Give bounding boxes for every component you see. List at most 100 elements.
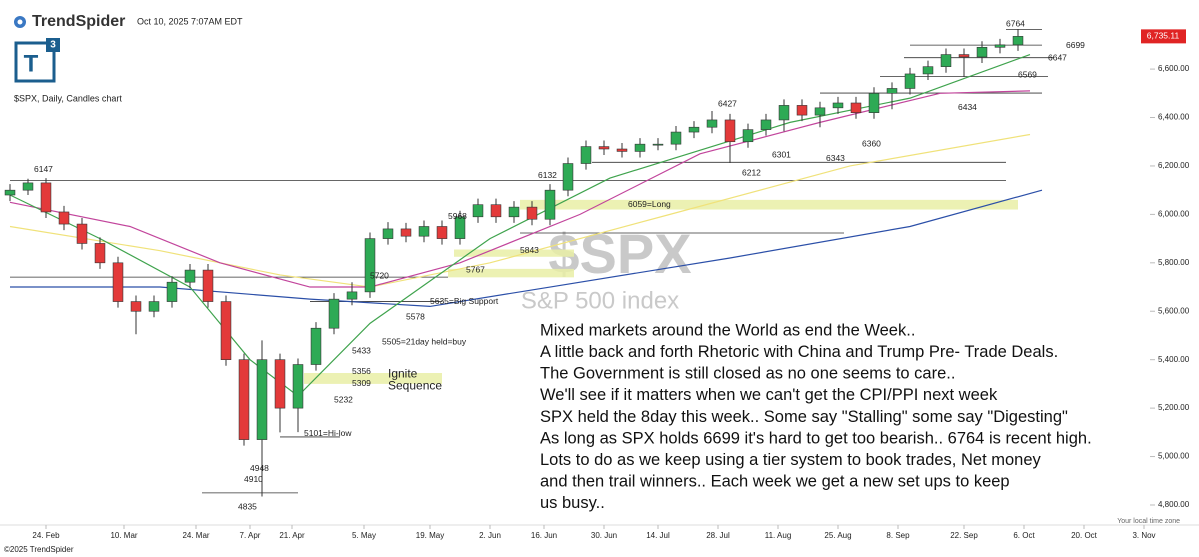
candle-body [310, 327, 322, 365]
brand: TrendSpider [32, 13, 125, 30]
highlight-band [520, 199, 1018, 210]
candle-body [742, 129, 754, 143]
x-tick-label: 7. Apr [240, 531, 261, 540]
candle-body [544, 189, 556, 220]
commentary-line: We'll see if it matters when we can't ge… [540, 386, 998, 404]
plot: 4,800.00 5,000.00 5,200.00 5,400.00 5,600.00… [4, 19, 1190, 540]
chart-title: $SPX, Daily, Candles chart [14, 93, 122, 103]
annotation: 6360 [862, 138, 881, 148]
logo-box [14, 41, 56, 83]
candle-body [256, 359, 268, 440]
annotation: 4948 [250, 463, 269, 473]
highlight-band [304, 373, 442, 384]
annotation: 6569 [1018, 69, 1037, 79]
annotation: 4910 [244, 474, 263, 484]
candle-body [202, 269, 214, 302]
annotation: 6699 [1066, 40, 1085, 50]
commentary-line: A little back and forth Rhetoric with Ch… [540, 343, 1058, 361]
x-tick-label: 10. Mar [110, 531, 137, 540]
y-tick-label: 5,200.00 [1158, 403, 1190, 412]
y-tick-label: 5,400.00 [1158, 355, 1190, 364]
candle-body [850, 102, 862, 113]
candle-body [940, 54, 952, 67]
candle-body [22, 182, 34, 191]
annotation: 5968 [448, 211, 467, 221]
y-tick-label: 6,000.00 [1158, 209, 1190, 218]
x-tick-label: 24. Mar [182, 531, 209, 540]
annotation: 5578 [406, 311, 425, 321]
candle-body [994, 44, 1006, 48]
candle-body [724, 119, 736, 143]
brand-icon [14, 16, 26, 28]
candle-body [562, 163, 574, 191]
x-tick-label: 20. Oct [1071, 531, 1098, 540]
logo-letter: T [24, 50, 39, 77]
x-tick-label: 11. Aug [765, 531, 792, 540]
x-tick-label: 25. Aug [824, 531, 851, 540]
annotation: 5232 [334, 395, 353, 405]
commentary-line: SPX held the 8day this week.. Some say "… [540, 408, 1068, 426]
candle-body [832, 102, 844, 109]
commentary-line: and then trail winners.. Each week we ge… [540, 473, 1010, 491]
moving-average [10, 189, 1043, 308]
annotation: 6343 [826, 153, 845, 163]
annotation: 5635=Big Support [430, 296, 499, 306]
annotation: 6212 [742, 167, 761, 177]
annotation: 6427 [718, 98, 737, 108]
candle-body [580, 146, 592, 164]
commentary-line: As long as SPX holds 6699 it's hard to g… [540, 429, 1092, 447]
annotation: 6301 [772, 149, 791, 159]
candle-body [508, 206, 520, 218]
x-tick-label: 8. Sep [886, 531, 910, 540]
candle-body [454, 216, 466, 239]
candle-body [958, 54, 970, 58]
x-tick-label: 22. Sep [950, 531, 978, 540]
candle-body [886, 88, 898, 94]
annotation: 5843 [520, 245, 539, 255]
candle-body [274, 359, 286, 409]
candle-body [40, 182, 52, 213]
candle-body [904, 73, 916, 89]
x-tick-label: 2. Jun [479, 531, 501, 540]
candle-body [130, 301, 142, 312]
candle-body [616, 148, 628, 152]
logo-badge [46, 38, 60, 52]
annotation: 5101=Hi-low [304, 428, 352, 438]
candle-body [652, 143, 664, 146]
candle-body [814, 107, 826, 116]
x-tick-label: 19. May [416, 531, 444, 540]
candle-body [166, 281, 178, 302]
candle-body [382, 228, 394, 239]
x-tick-label: 30. Jun [591, 531, 617, 540]
candle-body [796, 105, 808, 116]
last-price-box [1141, 29, 1186, 44]
commentary-line: Mixed markets around the World as end th… [540, 321, 915, 339]
candle-body [418, 226, 430, 237]
candle-body [184, 269, 196, 283]
candle-body [346, 291, 358, 300]
candle-body [292, 364, 304, 409]
logo-superscript: 3 [50, 40, 56, 51]
timezone-note: Your local time zone [1117, 518, 1180, 525]
last-price-label: 6,735.11 [1147, 31, 1180, 41]
annotation: 5309 [352, 378, 371, 388]
x-tick-label: 14. Jul [646, 531, 670, 540]
annotation: Ignite [388, 366, 418, 380]
candle-body [706, 119, 718, 128]
annotation: 6647 [1048, 52, 1067, 62]
candle-body [220, 301, 232, 360]
candle-body [778, 105, 790, 121]
candle-body [490, 204, 502, 218]
y-tick-label: 5,800.00 [1158, 258, 1190, 267]
x-tick-label: 28. Jul [706, 531, 730, 540]
candle-body [58, 211, 70, 225]
annotation: 6764 [1006, 19, 1025, 29]
y-tick-label: 5,600.00 [1158, 306, 1190, 315]
x-tick-label: 6. Oct [1013, 531, 1035, 540]
candle-body [868, 93, 880, 113]
x-tick-label: 3. Nov [1132, 531, 1155, 540]
annotation: 5505=21day held=buy [382, 336, 467, 346]
candle-body [94, 243, 106, 264]
